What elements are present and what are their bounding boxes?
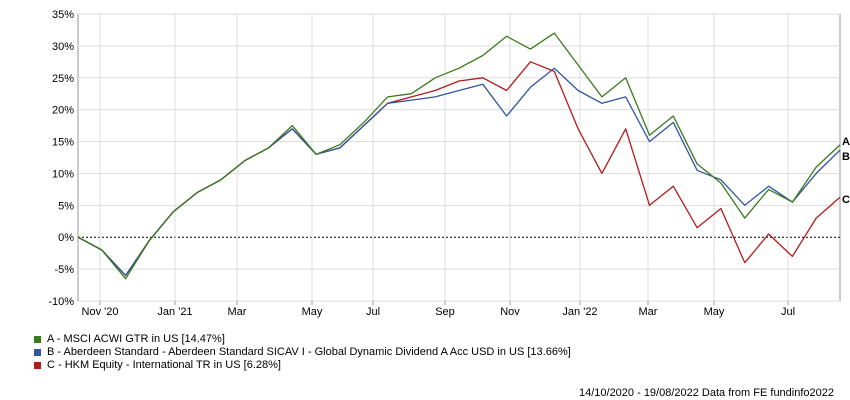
y-tick-label: 35%	[52, 9, 74, 21]
legend: A - MSCI ACWI GTR in US [14.47%] B - Abe…	[34, 333, 571, 372]
series-end-label-a: A	[842, 136, 850, 148]
y-tick-label: 5%	[58, 200, 74, 212]
x-tick-label: Nov '20	[82, 306, 119, 318]
legend-label-b: B - Aberdeen Standard - Aberdeen Standar…	[47, 346, 571, 358]
x-tick-label: Jan '22	[562, 306, 597, 318]
x-tick-label: Jul	[781, 306, 795, 318]
line-chart: 35% 30% 25% 20% 15% 10% 5% 0% -5% -10% Nov '20 Jan …	[48, 9, 850, 318]
series-end-label-b: B	[842, 151, 850, 163]
legend-swatch-c	[34, 362, 41, 369]
legend-label-a: A - MSCI ACWI GTR in US [14.47%]	[47, 333, 225, 345]
plot-area	[77, 13, 841, 302]
x-tick-label: Jan '21	[157, 306, 192, 318]
legend-swatch-b	[34, 349, 41, 356]
y-tick-label: 10%	[52, 168, 74, 180]
legend-label-c: C - HKM Equity - International TR in US …	[47, 359, 281, 371]
legend-item-a: A - MSCI ACWI GTR in US [14.47%]	[34, 333, 571, 346]
x-tick-label: Sep	[435, 306, 455, 318]
series-line-a	[77, 32, 841, 280]
x-tick-label: May	[302, 306, 323, 318]
y-tick-label: 0%	[58, 232, 74, 244]
x-tick-label: Mar	[228, 306, 247, 318]
x-tick-label: Jul	[366, 306, 380, 318]
y-tick-label: -5%	[54, 264, 74, 276]
y-tick-label: 20%	[52, 105, 74, 117]
x-tick-label: Nov	[500, 306, 520, 318]
legend-item-c: C - HKM Equity - International TR in US …	[34, 359, 571, 372]
series-end-label-c: C	[842, 194, 850, 206]
legend-swatch-a	[34, 336, 41, 343]
legend-item-b: B - Aberdeen Standard - Aberdeen Standar…	[34, 346, 571, 359]
footer-source: 14/10/2020 - 19/08/2022 Data from FE fun…	[578, 387, 834, 399]
y-tick-label: 30%	[52, 41, 74, 53]
x-tick-label: Mar	[639, 306, 658, 318]
x-tick-label: May	[704, 306, 725, 318]
y-tick-label: 25%	[52, 73, 74, 85]
y-tick-label: 15%	[52, 137, 74, 149]
y-tick-label: -10%	[48, 296, 74, 308]
